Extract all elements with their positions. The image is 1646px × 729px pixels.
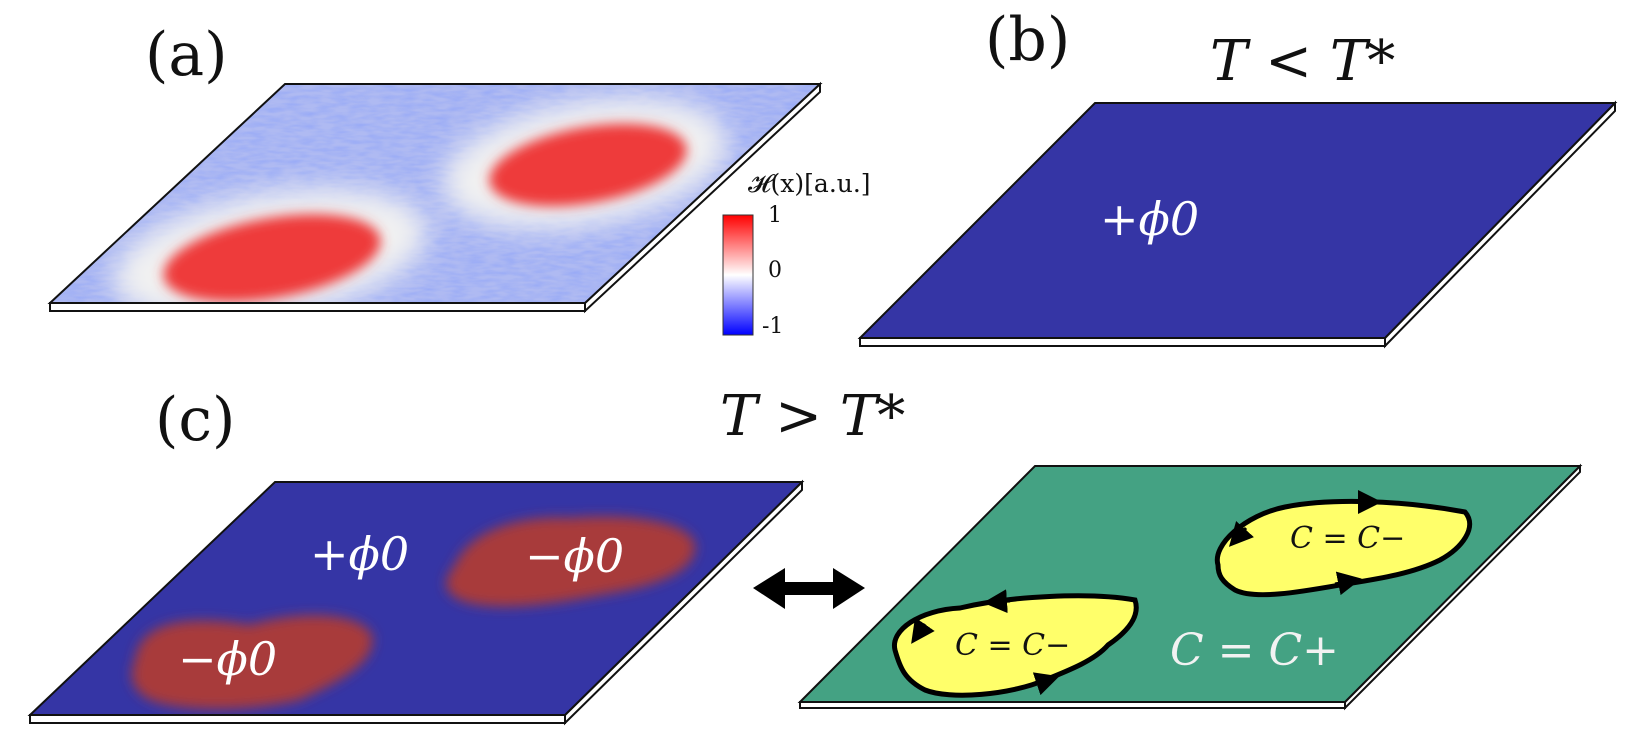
slab-edge-c bbox=[29, 714, 566, 724]
domain-minus-1 bbox=[131, 615, 373, 709]
panel-c: (c) T > T* +ϕ0 −ϕ0 −ϕ0 bbox=[27, 384, 1583, 726]
colorbar-tick-min: -1 bbox=[762, 314, 783, 339]
panel-b: (b) T < T* +ϕ0 bbox=[857, 5, 1618, 349]
slab-edge-b bbox=[859, 337, 1386, 347]
panel-c-label: (c) bbox=[155, 385, 235, 455]
region-label-background: C = C+ bbox=[1170, 625, 1339, 676]
panel-b-condition: T < T* bbox=[1210, 29, 1395, 94]
panel-a-label: (a) bbox=[145, 20, 228, 90]
colorbar-tick-mid: 0 bbox=[768, 258, 782, 283]
colorbar-gradient bbox=[722, 214, 754, 336]
domain-minus-2 bbox=[446, 516, 696, 607]
uniform-phase-plane bbox=[857, 102, 1618, 339]
domain-surface bbox=[30, 482, 802, 715]
domain-label-minus-1: −ϕ0 bbox=[178, 632, 277, 686]
orientation-arrow-icon bbox=[911, 490, 1382, 696]
heat-domain-red-2 bbox=[489, 123, 687, 207]
heat-domain-red-1 bbox=[163, 214, 381, 302]
panel-c-condition: T > T* bbox=[720, 384, 905, 449]
phase-label-b: +ϕ0 bbox=[1100, 192, 1199, 246]
domain-label-plus: +ϕ0 bbox=[310, 527, 409, 581]
colorbar: 𝓗(x)[a.u.] 1 0 -1 bbox=[722, 169, 871, 339]
chern-island-1 bbox=[892, 593, 1139, 698]
region-label-island-2: C = C− bbox=[1290, 521, 1405, 556]
colorbar-tick-max: 1 bbox=[768, 203, 782, 228]
double-arrow-icon bbox=[753, 568, 865, 609]
chern-island-2 bbox=[1214, 498, 1473, 598]
region-label-island-1: C = C− bbox=[955, 628, 1070, 663]
panel-a: (a) bbox=[47, 20, 823, 314]
colorbar-title: 𝓗(x)[a.u.] bbox=[748, 169, 871, 198]
slab-edge-a bbox=[49, 302, 586, 312]
panel-b-label: (b) bbox=[985, 5, 1070, 75]
domain-label-minus-2: −ϕ0 bbox=[525, 529, 624, 583]
